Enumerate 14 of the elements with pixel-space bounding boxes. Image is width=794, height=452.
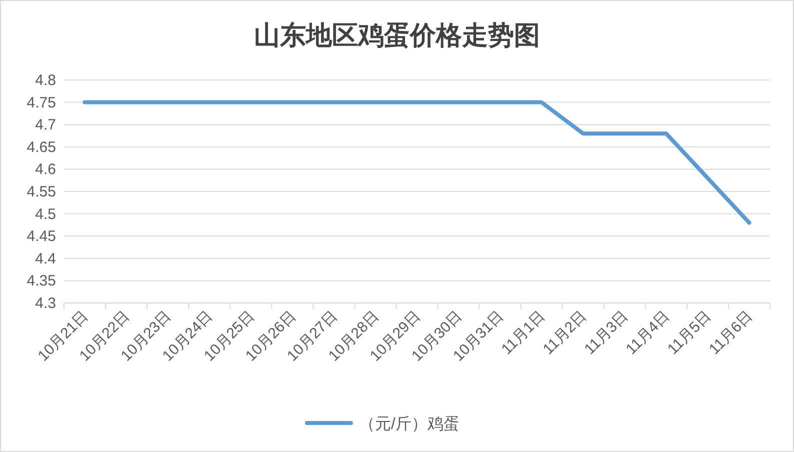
y-tick-label: 4.3 bbox=[35, 295, 56, 312]
legend-label: （元/斤）鸡蛋 bbox=[359, 415, 460, 433]
y-tick-label: 4.75 bbox=[26, 94, 56, 112]
y-tick-label: 4.7 bbox=[35, 116, 56, 134]
y-tick-label: 4.5 bbox=[35, 206, 56, 223]
y-tick-label: 4.35 bbox=[26, 272, 56, 290]
line-series bbox=[82, 100, 752, 225]
y-tick-label: 4.6 bbox=[35, 161, 56, 178]
y-tick-label: 4.65 bbox=[26, 138, 56, 156]
y-tick-label: 4.55 bbox=[26, 184, 56, 200]
y-tick-label: 4.4 bbox=[35, 250, 56, 268]
y-tick-label: 4.8 bbox=[35, 72, 56, 89]
chart-title: 山东地区鸡蛋价格走势图 bbox=[254, 21, 540, 50]
y-tick-label: 4.45 bbox=[26, 228, 56, 246]
